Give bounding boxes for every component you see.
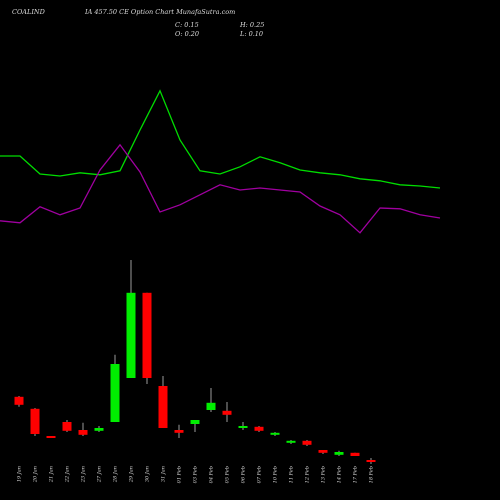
x-tick-label: 31 Jan bbox=[161, 466, 167, 482]
x-tick-label: 30 Jan bbox=[145, 466, 151, 482]
x-tick-label: 27 Jan bbox=[97, 466, 103, 483]
x-tick-label: 03 Feb bbox=[193, 466, 199, 483]
stat: O: 0.20 bbox=[175, 30, 199, 38]
candle-body bbox=[286, 440, 296, 443]
candle-body bbox=[350, 452, 360, 456]
candle-body bbox=[318, 450, 328, 453]
x-tick-label: 18 Feb bbox=[369, 466, 375, 483]
candle-body bbox=[110, 364, 120, 422]
x-tick-label: 12 Feb bbox=[305, 466, 311, 483]
candle-body bbox=[62, 422, 72, 431]
candle-body bbox=[174, 430, 184, 433]
candle-body bbox=[190, 420, 200, 424]
line bbox=[0, 143, 441, 234]
candle-body bbox=[126, 292, 136, 378]
stat: L: 0.10 bbox=[239, 30, 263, 38]
candle-body bbox=[222, 410, 232, 415]
stat: H: 0.25 bbox=[239, 21, 264, 29]
candle-body bbox=[254, 426, 264, 431]
x-tick-label: 04 Feb bbox=[209, 466, 215, 483]
x-tick-label: 01 Feb bbox=[177, 466, 183, 483]
x-tick-label: 29 Jan bbox=[129, 466, 135, 483]
candle-body bbox=[270, 432, 280, 435]
x-tick-label: 17 Feb bbox=[353, 466, 359, 483]
candle-body bbox=[30, 408, 40, 434]
symbol: COALIND bbox=[12, 8, 46, 16]
candle-body bbox=[46, 436, 56, 438]
line bbox=[0, 89, 441, 189]
x-tick-label: 23 Jan bbox=[81, 466, 87, 483]
candle-body bbox=[366, 460, 376, 462]
candle-body bbox=[142, 292, 152, 378]
chart-title: IA 457.50 CE Option Chart MunafaSutra.co… bbox=[84, 8, 235, 16]
x-tick-label: 05 Feb bbox=[225, 466, 231, 483]
x-tick-label: 22 Jan bbox=[65, 466, 71, 483]
candle-body bbox=[302, 440, 312, 445]
candle-body bbox=[158, 386, 168, 428]
x-tick-label: 13 Feb bbox=[321, 466, 327, 483]
candle-body bbox=[94, 428, 104, 431]
x-tick-label: 19 Jan bbox=[17, 466, 23, 482]
x-tick-label: 14 Feb bbox=[337, 466, 343, 483]
candle-body bbox=[78, 430, 88, 435]
x-tick-label: 06 Feb bbox=[241, 466, 247, 483]
candle-body bbox=[238, 426, 248, 428]
candle-body bbox=[14, 396, 24, 405]
candle-body bbox=[206, 402, 216, 410]
candle-body bbox=[334, 452, 344, 455]
x-tick-label: 20 Jan bbox=[33, 466, 39, 483]
x-tick-label: 28 Jan bbox=[113, 466, 119, 483]
x-tick-label: 07 Feb bbox=[257, 466, 263, 483]
x-tick-label: 10 Feb bbox=[273, 466, 279, 483]
x-tick-label: 21 Jan bbox=[49, 466, 55, 483]
stat: C: 0.15 bbox=[175, 21, 199, 29]
x-tick-label: 11 Feb bbox=[289, 466, 295, 483]
